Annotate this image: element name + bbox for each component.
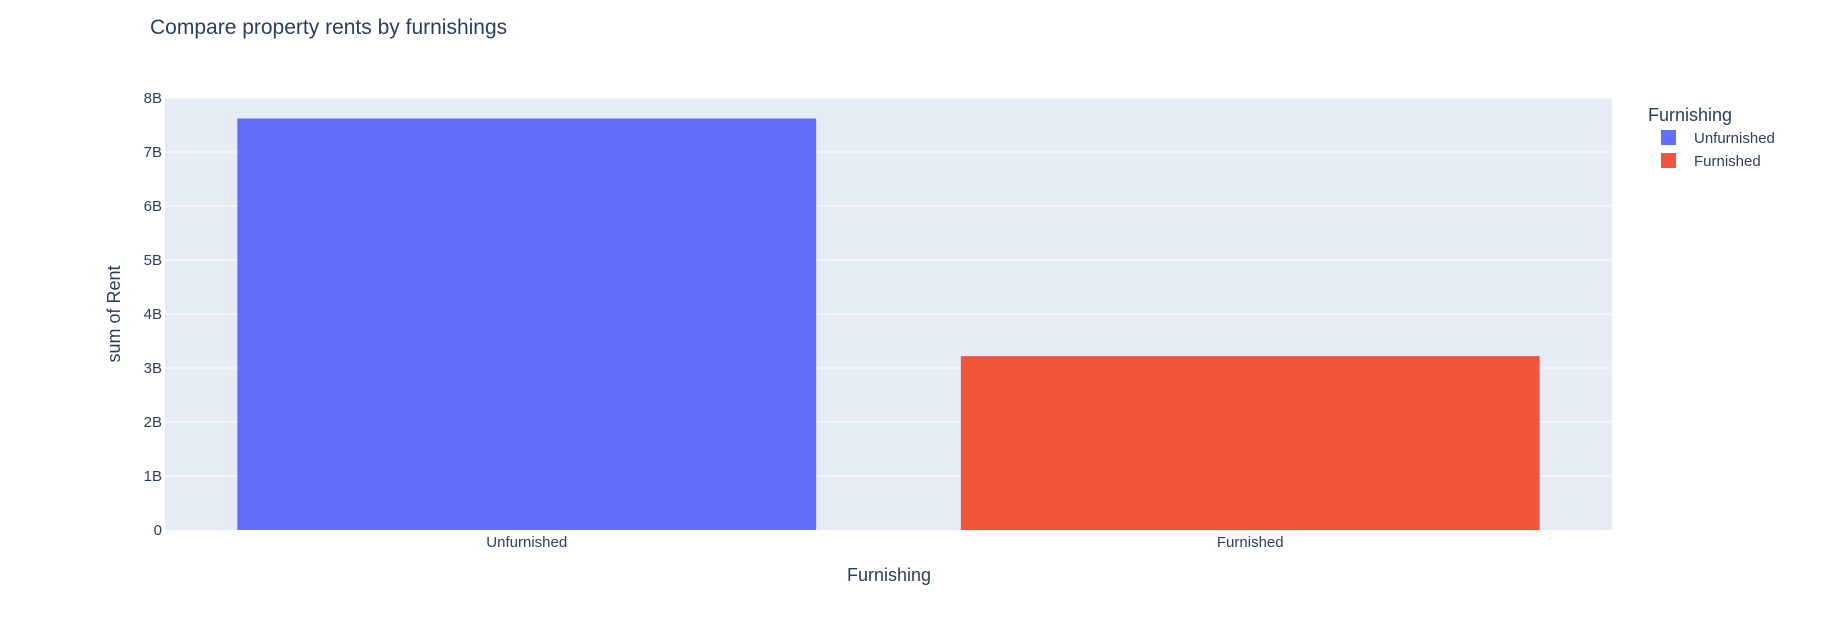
y-tick-label: 5B xyxy=(144,252,162,269)
legend-item-label: Furnished xyxy=(1694,153,1761,170)
legend-item-label: Unfurnished xyxy=(1694,130,1775,147)
legend: Furnishing Unfurnished Furnished xyxy=(1648,105,1775,170)
y-axis-ticks: 0 1B 2B 3B 4B 5B 6B 7B 8B xyxy=(144,90,162,539)
y-tick-label: 3B xyxy=(144,360,162,377)
bar-furnished xyxy=(960,356,1540,530)
y-tick-label: 1B xyxy=(144,468,162,485)
x-axis-title: Furnishing xyxy=(847,565,931,585)
y-axis-title: sum of Rent xyxy=(104,265,124,362)
bar-unfurnished xyxy=(237,118,817,531)
legend-title: Furnishing xyxy=(1648,105,1732,125)
y-tick-label: 6B xyxy=(144,198,162,215)
legend-swatch xyxy=(1661,130,1676,145)
y-tick-label: 0 xyxy=(154,522,162,539)
x-tick-label: Furnished xyxy=(1217,534,1284,551)
chart-title: Compare property rents by furnishings xyxy=(150,16,507,39)
x-axis-ticks: Unfurnished Furnished xyxy=(486,534,1283,551)
y-tick-label: 7B xyxy=(144,144,162,161)
y-tick-label: 4B xyxy=(144,306,162,323)
legend-swatch xyxy=(1661,153,1676,168)
y-tick-label: 2B xyxy=(144,414,162,431)
bars xyxy=(237,118,1540,531)
x-tick-label: Unfurnished xyxy=(486,534,567,551)
y-tick-label: 8B xyxy=(144,90,162,107)
